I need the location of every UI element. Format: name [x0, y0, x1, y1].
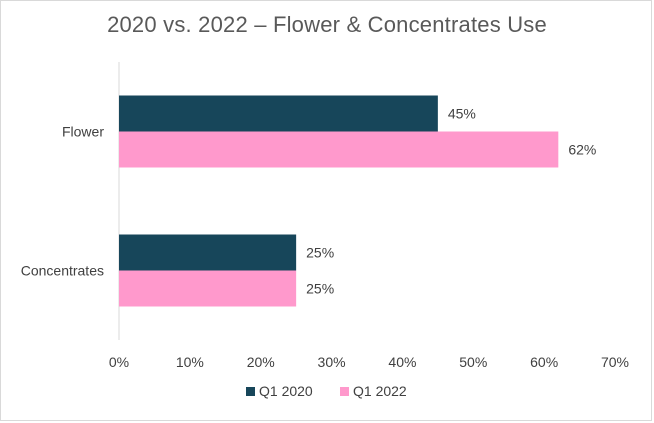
x-tick-label: 60%: [530, 354, 558, 370]
chart-title: 2020 vs. 2022 – Flower & Concentrates Us…: [107, 12, 547, 37]
x-tick-label: 50%: [459, 354, 487, 370]
data-label: 45%: [448, 106, 476, 122]
x-tick-label: 20%: [247, 354, 275, 370]
x-tick-label: 30%: [318, 354, 346, 370]
data-label: 25%: [306, 281, 334, 297]
x-tick-label: 0%: [109, 354, 129, 370]
data-label: 25%: [306, 245, 334, 261]
x-tick-label: 70%: [601, 354, 629, 370]
legend-label: Q1 2020: [259, 383, 313, 399]
legend-label: Q1 2022: [353, 383, 407, 399]
data-label: 62%: [568, 142, 596, 158]
bar: [119, 95, 438, 132]
category-label: Flower: [62, 124, 104, 140]
legend-swatch: [340, 387, 349, 396]
category-label: Concentrates: [21, 263, 104, 279]
legend-swatch: [246, 387, 255, 396]
bar: [119, 234, 297, 271]
bar: [119, 131, 559, 168]
x-tick-label: 40%: [388, 354, 416, 370]
x-tick-label: 10%: [176, 354, 204, 370]
bar: [119, 270, 297, 307]
